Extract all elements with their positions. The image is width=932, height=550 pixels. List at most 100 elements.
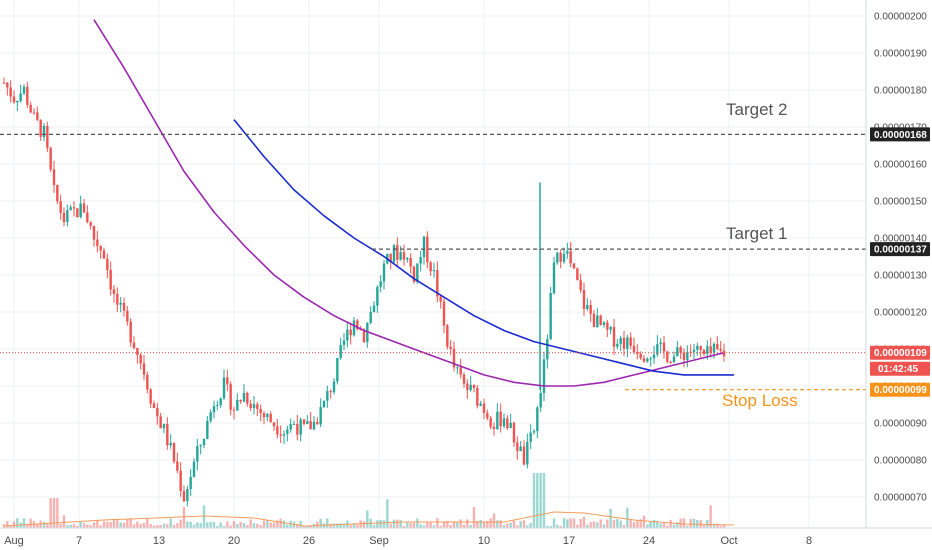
candle-body — [289, 424, 292, 430]
candle-body — [279, 434, 282, 436]
candle-body — [496, 411, 499, 429]
price-tick-label: 0.00000150 — [874, 197, 927, 208]
candle-body — [302, 419, 306, 425]
price-axis[interactable]: 0.000000700.000000800.000000900.00000100… — [874, 12, 927, 504]
volume-bar — [152, 525, 156, 528]
volume-bar — [676, 522, 679, 528]
candle-body — [342, 340, 346, 345]
candle-body — [619, 337, 622, 344]
volume-bar — [86, 524, 89, 528]
candle-body — [89, 222, 92, 226]
candle-body — [256, 404, 259, 409]
volume-bar — [636, 520, 639, 528]
candle-body — [472, 384, 476, 389]
candle-body — [399, 252, 402, 260]
candle-body — [352, 320, 356, 336]
volume-bar — [719, 525, 722, 528]
candle-body — [579, 280, 582, 291]
volume-bar — [602, 524, 606, 528]
candle-body — [686, 351, 689, 361]
volume-bar — [222, 525, 226, 528]
volume-bar — [432, 525, 436, 528]
volume-bar — [419, 524, 422, 528]
volume-bar — [476, 521, 479, 528]
candle-body — [132, 342, 136, 348]
volume-bar — [576, 524, 579, 528]
candle-body — [649, 358, 652, 360]
volume-bar — [102, 521, 106, 528]
candle-body — [586, 305, 589, 310]
volume-bar — [606, 519, 609, 528]
candle-body — [126, 310, 129, 322]
candle-body — [526, 441, 529, 465]
candle-body — [416, 263, 419, 282]
volume-bar — [539, 473, 542, 528]
candle-body — [116, 293, 119, 305]
volume-bar — [259, 525, 262, 528]
candle-body — [702, 349, 706, 354]
volume-bar — [172, 524, 176, 528]
volume-bar — [569, 518, 572, 528]
volume-bar — [242, 523, 246, 528]
candle-body — [409, 257, 412, 267]
volume-bar — [282, 520, 286, 528]
candle-body — [162, 423, 166, 429]
candle-body — [356, 320, 359, 330]
candle-body — [719, 349, 722, 351]
volume-bar — [186, 521, 189, 528]
price-tick-label: 0.00000140 — [874, 234, 927, 245]
volume-bar — [82, 523, 86, 528]
price-tick-label: 0.00000120 — [874, 308, 927, 319]
candle-body — [372, 305, 376, 312]
candle-body — [206, 420, 209, 439]
candle-body — [236, 399, 239, 411]
candle-body — [119, 302, 122, 305]
volume-bar — [306, 525, 309, 528]
price-badge-label: 0.00000109 — [874, 348, 927, 359]
volume-bar — [479, 519, 482, 528]
candle-body — [106, 258, 109, 270]
volume-bar — [166, 524, 169, 528]
volume-bar — [99, 525, 102, 528]
volume-bar — [256, 523, 259, 528]
candle-body — [609, 326, 612, 330]
price-badge-label: 0.00000168 — [874, 130, 927, 141]
candle-body — [396, 245, 399, 260]
volume-bar — [592, 521, 596, 528]
candle-body — [112, 289, 116, 294]
volume-bar — [586, 524, 589, 528]
price-levels: Target 2 Target 1 Stop Loss — [0, 100, 866, 410]
volume-bar — [556, 524, 559, 528]
candle-body — [186, 488, 189, 502]
volume-bar — [109, 522, 112, 528]
price-badges: 0.00000168 0.00000137 0.00000109 01:42:45 0.… — [870, 127, 930, 397]
price-tick-label: 0.00000070 — [874, 493, 927, 504]
candle-body — [2, 82, 6, 84]
candle-body — [332, 381, 336, 393]
volume-bar — [329, 523, 332, 528]
volume-bar — [649, 521, 652, 528]
price-badge — [870, 345, 930, 360]
volume-bar — [579, 518, 582, 528]
volume-bar — [112, 518, 116, 528]
candle-body — [479, 403, 482, 406]
volume-bar — [249, 519, 252, 528]
candle-body — [679, 347, 682, 353]
price-badge-label: 0.00000099 — [874, 385, 927, 396]
candle-body — [552, 262, 556, 293]
volume-bar — [292, 521, 296, 528]
time-tick-label: 10 — [478, 535, 490, 547]
candle-body — [589, 305, 592, 314]
volume-bar — [442, 521, 446, 528]
time-axis[interactable]: Aug 7 13 20 26 Sep 10 17 24 Oct 8 — [4, 535, 812, 547]
candle-body — [242, 392, 246, 402]
volume-bar — [456, 521, 459, 528]
candle-body — [212, 406, 216, 413]
volume-bar — [226, 521, 229, 528]
volume-bar — [619, 520, 622, 528]
volume-bar — [392, 519, 396, 528]
volume-bar — [382, 520, 386, 528]
price-tick-label: 0.00000090 — [874, 419, 927, 430]
volume-bar — [156, 525, 159, 528]
